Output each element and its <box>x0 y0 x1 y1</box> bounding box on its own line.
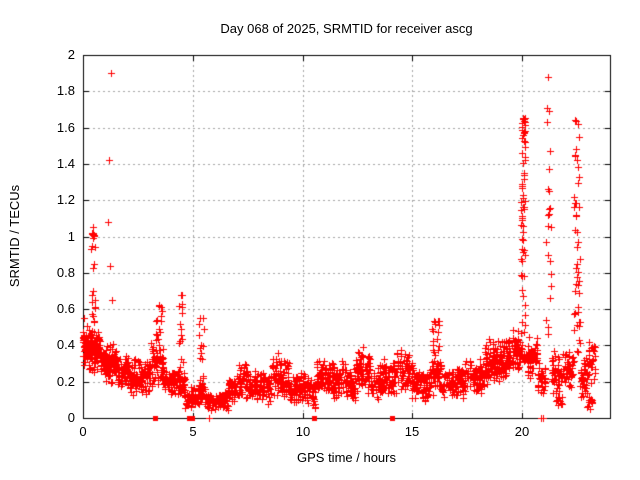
y-tick-label: 0.4 <box>56 337 75 352</box>
y-tick-label: 2 <box>67 47 75 62</box>
y-tick-label: 0 <box>67 410 75 425</box>
x-axis-label: GPS time / hours <box>297 450 396 465</box>
y-tick-label: 1.2 <box>56 192 75 207</box>
x-tick-label: 20 <box>514 424 530 439</box>
y-tick-label: 0.6 <box>56 301 75 316</box>
y-tick-label: 0.2 <box>56 374 75 389</box>
x-tick-label: 5 <box>189 424 197 439</box>
y-tick-label: 1.8 <box>56 83 75 98</box>
y-tick-label: 1.4 <box>56 156 75 171</box>
y-tick-label: 0.8 <box>56 265 75 280</box>
x-tick-label: 0 <box>79 424 87 439</box>
y-tick-label: 1 <box>67 229 75 244</box>
y-tick-label: 1.6 <box>56 120 75 135</box>
x-tick-label: 10 <box>295 424 311 439</box>
chart-title: Day 068 of 2025, SRMTID for receiver asc… <box>220 21 473 36</box>
x-tick-label: 15 <box>404 424 420 439</box>
